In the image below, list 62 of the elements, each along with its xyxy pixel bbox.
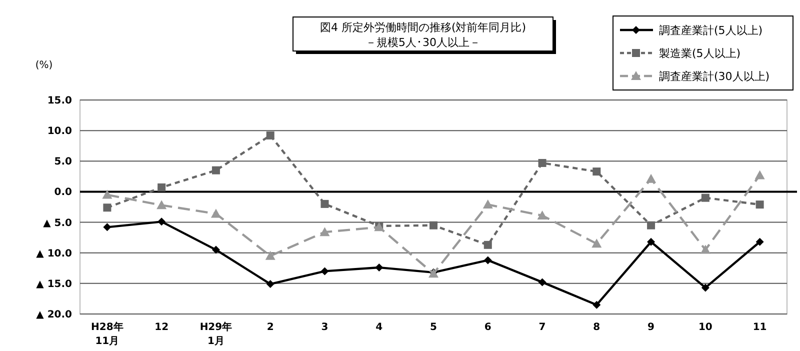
point: [537, 210, 548, 220]
x-tick-label: 4: [376, 322, 383, 333]
y-tick-label: ▲ 5.0: [43, 218, 72, 229]
point: [646, 174, 656, 183]
point: [647, 221, 656, 230]
x-tick-label: 5: [430, 322, 438, 333]
x-tick-label: 7: [538, 322, 546, 333]
x-tick-label: 9: [648, 322, 655, 333]
point: [212, 246, 220, 254]
point: [701, 194, 710, 202]
y-tick-label: ▲ 10.0: [36, 248, 72, 260]
x-tick-label: 11: [752, 322, 767, 333]
point: [103, 204, 112, 212]
chart-title: 図4 所定外労働時間の推移(対前年同月比): [320, 21, 526, 34]
x-tick-label: 10: [698, 322, 712, 333]
point: [700, 244, 710, 254]
point: [754, 170, 765, 180]
y-tick-label: 10.0: [47, 126, 72, 138]
y-tick-label: ▲ 20.0: [36, 310, 72, 320]
point: [592, 168, 601, 176]
point: [756, 200, 764, 209]
point: [756, 238, 764, 246]
point: [484, 240, 492, 249]
point: [265, 250, 276, 260]
legend-label: 調査産業計(5人以上): [659, 24, 763, 37]
point: [103, 223, 112, 232]
point: [266, 280, 274, 288]
x-tick-label: 2: [266, 322, 274, 333]
y-tick-label: ▲ 15.0: [36, 278, 72, 290]
point: [482, 200, 493, 209]
point: [538, 158, 546, 167]
y-tick-label: 15.0: [47, 96, 72, 106]
point: [156, 200, 167, 210]
x-tick-label: 6: [484, 322, 492, 333]
y-axis-title: (%): [35, 60, 53, 71]
x-tick-label: 8: [593, 322, 600, 333]
point: [212, 166, 220, 174]
point: [158, 218, 166, 226]
legend-label: 製造業(5人以上): [659, 46, 741, 60]
chart-subtitle: －規模5人･30人以上－: [366, 36, 480, 49]
point: [701, 284, 710, 292]
x-tick-label: 12: [154, 322, 169, 333]
y-tick-label: 5.0: [54, 156, 72, 168]
point: [210, 208, 221, 218]
point: [102, 190, 112, 199]
point: [484, 256, 492, 264]
point: [538, 278, 546, 286]
y-tick-label: 0.0: [54, 187, 72, 198]
x-tick-label: H28年 11月: [91, 321, 124, 347]
point: [592, 238, 602, 248]
x-tick-label: H29年 1月: [200, 321, 232, 347]
point: [592, 300, 601, 309]
point: [647, 238, 656, 246]
x-tick-label: 3: [321, 322, 328, 333]
point: [375, 264, 384, 272]
point: [430, 221, 438, 230]
point: [266, 131, 274, 140]
legend-label: 調査産業計(30人以上): [659, 70, 770, 83]
point: [320, 267, 329, 276]
point: [320, 227, 330, 236]
point: [320, 200, 329, 208]
point: [158, 183, 166, 192]
